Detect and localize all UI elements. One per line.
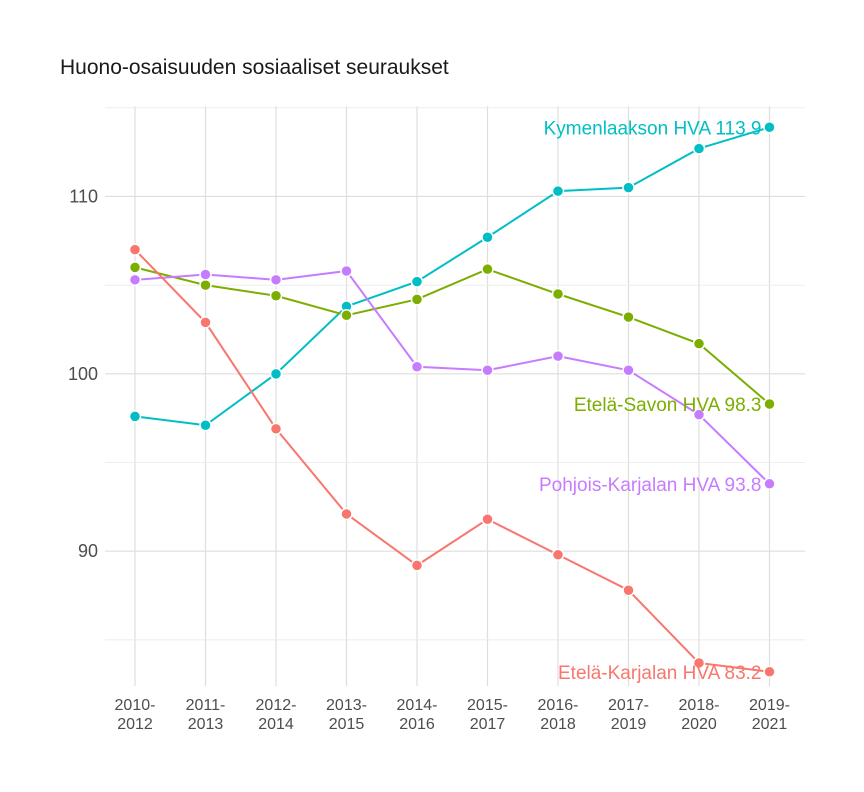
grid [105, 106, 805, 686]
data-point [340, 264, 353, 278]
data-point [128, 273, 142, 287]
data-point [551, 287, 565, 301]
x-tick-label: 2019-2021 [749, 697, 790, 733]
data-point [481, 231, 494, 244]
data-point [128, 410, 142, 423]
data-point [481, 364, 494, 377]
y-axis-ticks: 90 100 110 [68, 186, 98, 561]
x-axis-ticks: 2010-2012 2011-2013 2012-2014 2013-2015 2014… [115, 697, 790, 733]
data-point [269, 422, 283, 436]
data-point [128, 243, 142, 256]
chart-title: Huono-osaisuuden sosiaaliset seuraukset [60, 56, 449, 79]
series-end-label: Pohjois-Karjalan HVA 93.8 [539, 475, 762, 496]
y-tick-label: 90 [78, 541, 98, 561]
data-point [692, 337, 706, 350]
data-point [692, 142, 706, 155]
series-end-labels: Kymenlaakson HVA 113.9 Etelä-Savon HVA 98… [539, 118, 762, 684]
x-tick-label: 2016-2018 [538, 697, 579, 733]
data-point [269, 289, 283, 303]
series-lines [134, 126, 771, 673]
series-line [134, 269, 771, 485]
data-point [763, 665, 776, 679]
data-point [622, 181, 635, 194]
x-tick-label: 2017-2019 [608, 697, 649, 733]
data-point [763, 477, 776, 491]
data-point [410, 360, 424, 373]
data-point [481, 262, 494, 276]
series-end-label: Kymenlaakson HVA 113.9 [544, 118, 762, 139]
y-tick-label: 100 [68, 364, 98, 384]
x-tick-label: 2011-2013 [186, 697, 226, 733]
data-point [551, 349, 565, 363]
x-tick-label: 2014-2016 [397, 697, 438, 733]
data-point [692, 408, 706, 421]
series-line [134, 126, 770, 427]
x-tick-label: 2018-2020 [679, 697, 720, 733]
data-point [340, 507, 353, 521]
data-point [551, 548, 565, 561]
data-point [622, 310, 635, 324]
data-point [199, 278, 212, 292]
data-point [622, 364, 635, 377]
data-point [551, 184, 565, 198]
data-point [410, 275, 424, 288]
x-tick-label: 2012-2014 [256, 697, 297, 733]
x-tick-label: 2015-2017 [467, 697, 508, 733]
data-point [622, 583, 635, 597]
data-point [763, 397, 776, 411]
data-point [199, 316, 212, 329]
data-point [199, 419, 212, 432]
series-end-label: Etelä-Savon HVA 98.3 [574, 395, 762, 416]
data-point [269, 273, 283, 287]
series-line [134, 266, 771, 405]
data-point [199, 268, 212, 281]
x-tick-label: 2013-2015 [326, 697, 367, 733]
data-point [763, 121, 776, 134]
data-point [128, 261, 142, 274]
series-points [128, 121, 776, 679]
data-point [410, 559, 424, 572]
data-point [481, 513, 494, 526]
data-point [410, 293, 424, 306]
y-tick-label: 110 [69, 186, 98, 206]
x-tick-label: 2010-2012 [115, 697, 156, 733]
data-point [340, 309, 353, 322]
series-end-label: Etelä-Karjalan HVA 83.2 [558, 663, 762, 684]
data-point [269, 367, 283, 381]
data-point [692, 656, 706, 670]
series-line [134, 248, 770, 673]
